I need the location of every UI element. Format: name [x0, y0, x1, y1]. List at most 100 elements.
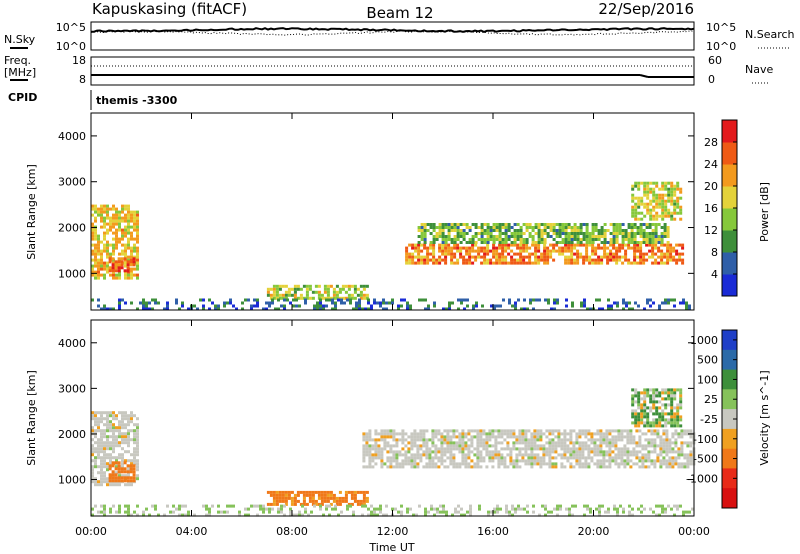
power-cell: [420, 226, 424, 229]
power-cell: [486, 258, 490, 262]
velocity-cell: [566, 447, 570, 451]
velocity-cell: [281, 490, 285, 494]
power-cell: [347, 287, 351, 291]
velocity-cell: [518, 459, 522, 463]
power-cell: [362, 296, 366, 300]
velocity-cell: [614, 459, 618, 463]
velocity-cell: [314, 502, 318, 506]
velocity-cell: [386, 456, 390, 460]
power-cell: [432, 246, 436, 250]
power-cell: [673, 217, 677, 221]
velocity-cell: [548, 462, 552, 466]
power-cell: [511, 304, 514, 308]
power-cell: [669, 243, 673, 247]
power-cell: [639, 258, 643, 262]
power-cell: [466, 298, 469, 302]
velocity-cell: [563, 465, 567, 469]
power-cell: [486, 261, 490, 265]
power-cell: [462, 246, 466, 250]
velocity-cell: [643, 406, 647, 410]
velocity-cell: [680, 432, 684, 436]
velocity-cell: [353, 499, 357, 503]
power-cell: [370, 307, 373, 311]
velocity-cell: [584, 435, 588, 439]
power-cell: [355, 301, 358, 305]
power-cell: [108, 269, 112, 273]
velocity-cell: [686, 465, 690, 469]
power-cell: [117, 266, 121, 270]
velocity-cell: [634, 394, 638, 398]
velocity-cell: [539, 429, 543, 433]
velocity-cell: [476, 459, 480, 463]
power-cell: [561, 238, 565, 241]
velocity-cell: [689, 435, 693, 439]
power-cell: [108, 266, 112, 270]
velocity-cell: [650, 450, 654, 454]
velocity-cell: [557, 453, 561, 457]
velocity-cell: [608, 456, 612, 460]
power-cell: [133, 216, 136, 220]
power-cell: [124, 264, 127, 268]
velocity-cell: [557, 429, 561, 433]
velocity-cell: [181, 504, 184, 508]
velocity-cell: [278, 493, 282, 497]
velocity-cell: [94, 459, 97, 463]
velocity-cell: [542, 444, 546, 448]
power-cell: [570, 246, 574, 250]
power-cell: [549, 243, 553, 247]
velocity-cell: [111, 479, 115, 483]
velocity-cell: [659, 462, 663, 466]
velocity-cell: [647, 429, 651, 433]
power-cell: [646, 187, 650, 191]
power-cell: [670, 211, 674, 215]
power-cell: [661, 202, 665, 206]
velocity-cell: [115, 483, 118, 487]
power-cell: [681, 252, 685, 256]
velocity-cell: [365, 496, 369, 500]
velocity-cell: [584, 447, 588, 451]
velocity-cell: [674, 441, 678, 445]
power-cell: [645, 243, 649, 247]
velocity-cell: [461, 453, 465, 457]
power-cell: [100, 240, 103, 244]
power-cell: [202, 304, 205, 308]
power-cell: [286, 298, 289, 302]
power-cell: [492, 243, 496, 247]
velocity-cell: [659, 435, 663, 439]
power-cell: [120, 263, 124, 267]
velocity-cell: [643, 507, 646, 511]
velocity-cell: [608, 432, 612, 436]
velocity-cell: [389, 429, 393, 433]
power-cell: [338, 290, 342, 294]
power-cell: [106, 213, 109, 217]
power-colorbar-label: Power [dB]: [758, 182, 771, 242]
velocity-cell: [371, 447, 375, 451]
power-cell: [112, 261, 115, 265]
velocity-cell: [100, 414, 103, 418]
power-cell: [621, 235, 625, 238]
power-cell: [615, 238, 619, 241]
velocity-cell: [637, 406, 641, 410]
power-cell: [544, 298, 547, 302]
velocity-cell: [605, 438, 609, 442]
velocity-cell: [383, 444, 387, 448]
velocity-cell: [664, 403, 668, 407]
power-cell: [217, 304, 220, 308]
velocity-cell: [346, 504, 349, 508]
velocity-cell: [506, 441, 510, 445]
power-cell: [130, 252, 133, 256]
velocity-cell: [370, 504, 373, 508]
velocity-cell: [661, 388, 665, 392]
power-cell: [435, 261, 439, 265]
velocity-cell: [124, 510, 127, 514]
velocity-cell: [446, 429, 450, 433]
power-cell: [453, 226, 457, 229]
power-cell: [624, 232, 628, 235]
velocity-cell: [371, 465, 375, 469]
power-cell: [136, 210, 139, 214]
velocity-cell: [452, 444, 456, 448]
power-cell: [124, 225, 127, 229]
velocity-cell: [581, 465, 585, 469]
velocity-cell: [473, 465, 477, 469]
velocity-cell: [572, 453, 576, 457]
